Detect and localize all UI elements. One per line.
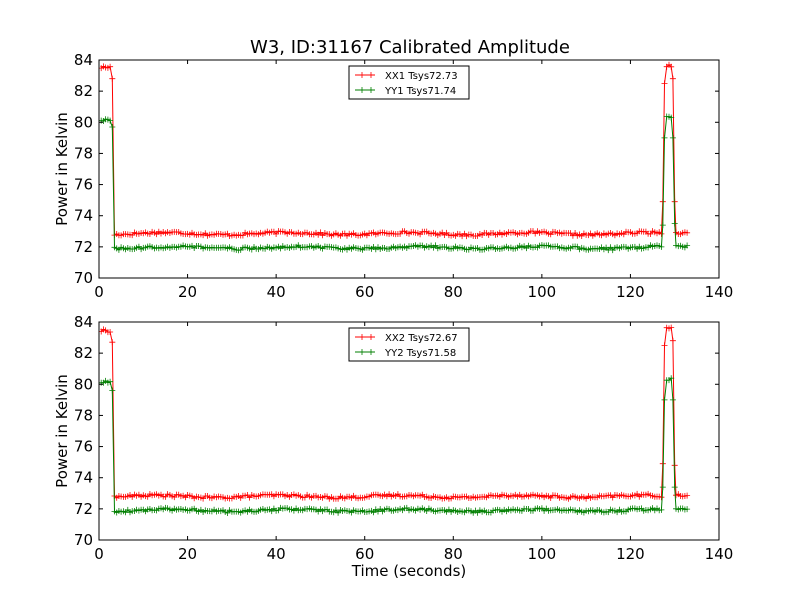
chart-panel-2: 0 20 40 60 80 100 120 140 70 72 74 76 78 80 82 84 Power … [53,313,733,580]
y-tick-label: 84 [74,313,93,331]
legend: XX1 Tsys72.73 YY1 Tsys71.74 [348,65,470,100]
x-tick-label: 20 [178,283,197,301]
x-tick-label: 120 [616,283,645,301]
legend-marker [359,87,374,93]
y-tick-label: 74 [74,469,93,487]
legend-marker [359,334,374,340]
x-tick-label: 0 [94,283,104,301]
y-tick-label: 74 [74,207,93,225]
x-tick-label: 40 [267,545,286,563]
series-yy2 [99,375,691,516]
x-tick-label: 60 [355,545,374,563]
plot-frame [98,59,720,279]
legend-marker [359,349,374,355]
series-markers [99,324,691,502]
y-tick-label: 84 [74,51,93,69]
x-tick-label: 120 [616,545,645,563]
y-tick-label: 80 [74,375,93,393]
y-axis-label: Power in Kelvin [53,374,71,488]
x-axis-label: Time (seconds) [351,562,467,580]
series-markers [99,375,691,516]
series-yy1 [99,113,691,254]
x-tick-label: 140 [705,545,734,563]
y-tick-label: 76 [74,176,93,194]
legend-label: XX2 Tsys72.67 [385,333,458,344]
series-xx2 [99,324,691,502]
y-tick-label: 78 [74,406,93,424]
y-tick-label: 82 [74,82,93,100]
legend-box [348,65,470,100]
x-tick-label: 140 [705,283,734,301]
chart-panels: 0 20 40 60 80 100 120 140 70 72 74 76 78 80 82 84 Power … [53,51,733,580]
x-tick-label: 0 [94,545,104,563]
y-tick-label: 76 [74,438,93,456]
x-tick-label: 100 [528,545,557,563]
series-xx1 [99,61,691,240]
x-tick-label: 80 [444,283,463,301]
legend: XX2 Tsys72.67 YY2 Tsys71.58 [348,327,470,362]
series-markers [99,61,691,240]
y-tick-label: 80 [74,113,93,131]
legend-label: YY2 Tsys71.58 [384,348,456,359]
x-tick-label: 40 [267,283,286,301]
y-tick-label: 70 [74,531,93,549]
y-tick-label: 70 [74,269,93,287]
series-markers [99,113,691,254]
x-tick-label: 80 [444,545,463,563]
y-tick-label: 72 [74,500,93,518]
x-tick-label: 100 [528,283,557,301]
legend-marker [359,72,374,78]
chart-title: W3, ID:31167 Calibrated Amplitude [250,37,570,58]
x-tick-label: 20 [178,545,197,563]
y-tick-label: 72 [74,238,93,256]
chart-panel-1: 0 20 40 60 80 100 120 140 70 72 74 76 78 80 82 84 Power … [53,51,733,301]
plot-frame [98,321,720,541]
y-axis-label: Power in Kelvin [53,112,71,226]
x-tick-label: 60 [355,283,374,301]
legend-box [348,327,470,362]
y-tick-label: 78 [74,144,93,162]
legend-label: YY1 Tsys71.74 [384,86,456,97]
y-tick-label: 82 [74,344,93,362]
legend-label: XX1 Tsys72.73 [385,71,458,82]
